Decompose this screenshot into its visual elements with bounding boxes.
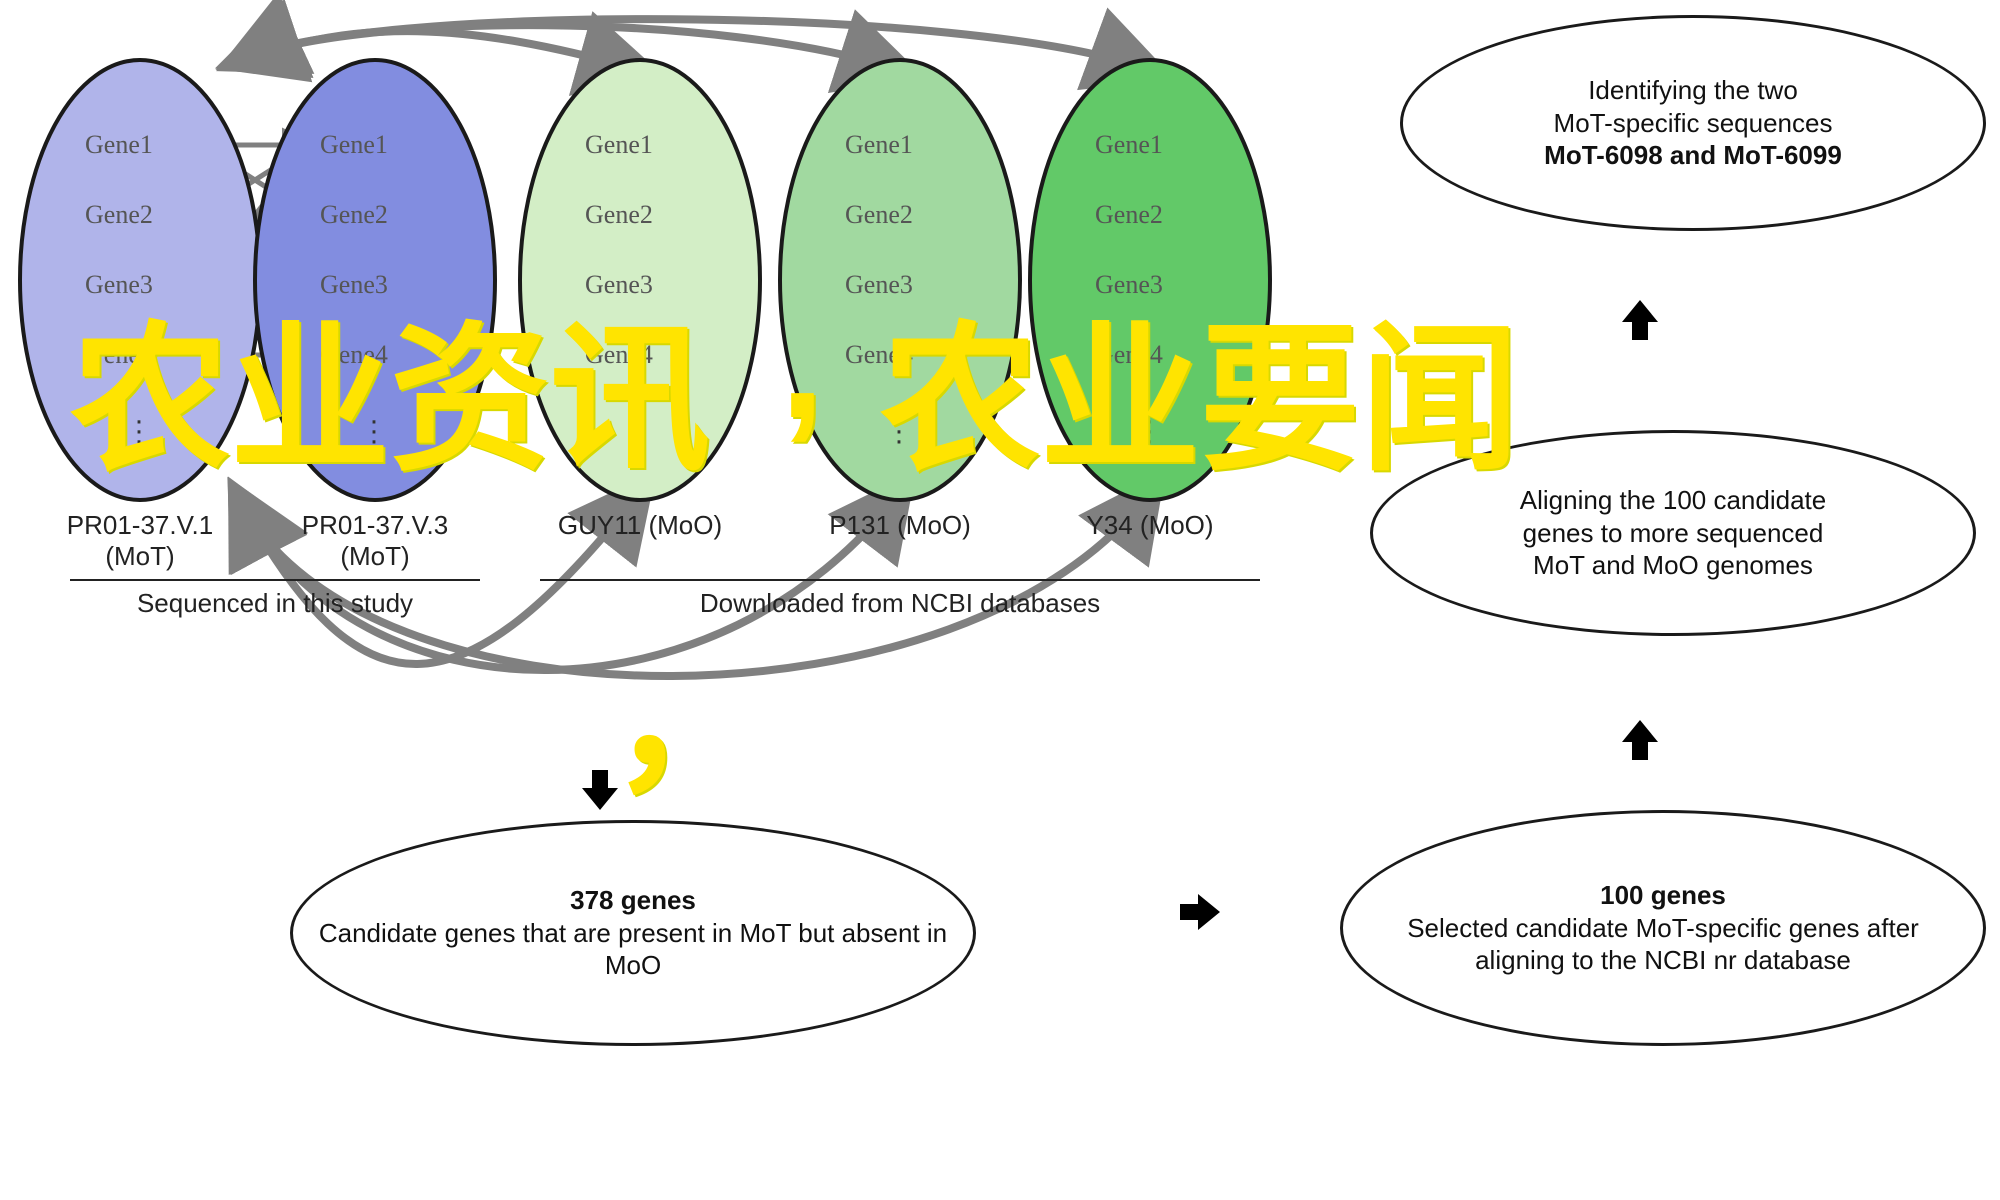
bubble-b1: 378 genesCandidate genes that are presen…	[290, 820, 976, 1046]
gene-label: Gene2	[1095, 200, 1163, 230]
overlay-comma-bottom: ，	[610, 590, 770, 822]
bubble-b4: Identifying the twoMoT-specific sequence…	[1400, 15, 1986, 231]
overlay-text-left: 农业资讯	[70, 270, 710, 502]
strain-label: P131 (MoO)	[790, 510, 1010, 541]
gene-label: Gene2	[845, 200, 913, 230]
gene-label: Gene1	[85, 130, 153, 160]
strain-label: PR01-37.V.1(MoT)	[30, 510, 250, 572]
flow-arrow	[1622, 300, 1658, 340]
overlay-span-1: 农业资讯	[70, 310, 710, 489]
strain-label: GUY11 (MoO)	[530, 510, 750, 541]
gene-label: Gene1	[845, 130, 913, 160]
bubble-b2: 100 genesSelected candidate MoT-specific…	[1340, 810, 1986, 1046]
gene-label: Gene2	[85, 200, 153, 230]
flow-arrow	[1622, 720, 1658, 760]
gene-label: Gene1	[1095, 130, 1163, 160]
gene-label: Gene1	[585, 130, 653, 160]
gene-label: Gene1	[320, 130, 388, 160]
group-label-mot: Sequenced in this study	[70, 588, 480, 619]
overlay-comma-top: ,	[780, 270, 824, 454]
overlay-span-2: 农业要闻	[880, 310, 1520, 489]
flow-arrow	[1180, 894, 1220, 930]
overlay-text-right: 农业要闻	[880, 270, 1520, 502]
strain-label: PR01-37.V.3(MoT)	[265, 510, 485, 572]
gene-label: Gene2	[320, 200, 388, 230]
strain-label: Y34 (MoO)	[1040, 510, 1260, 541]
gene-label: Gene2	[585, 200, 653, 230]
